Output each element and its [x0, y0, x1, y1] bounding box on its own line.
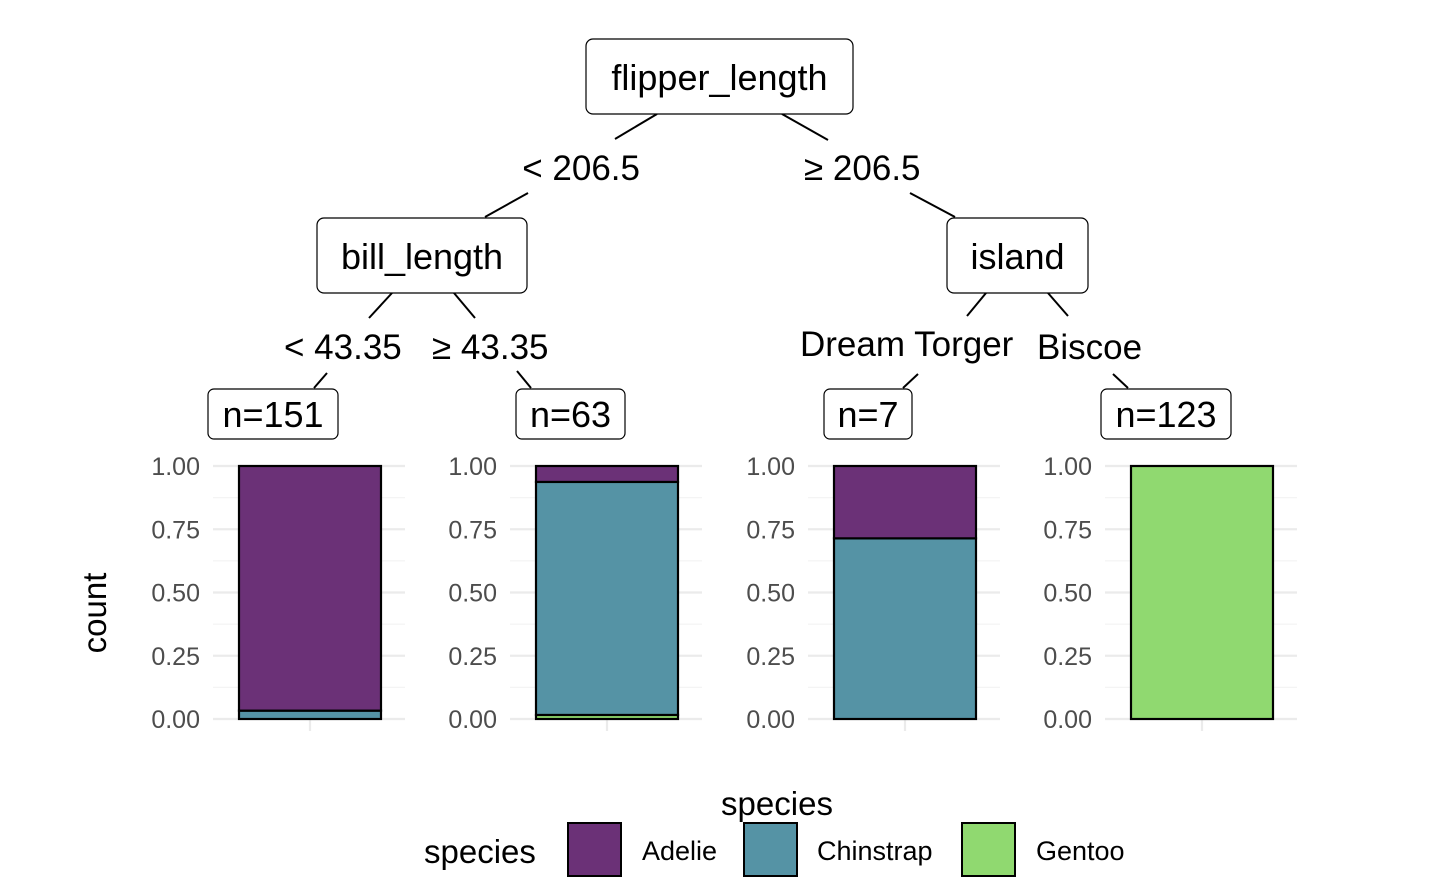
- y-tick-label-0.00: 0.00: [746, 706, 795, 734]
- edge-root-right-upper: [781, 113, 829, 141]
- legend-swatch-gentoo: [961, 822, 1016, 877]
- y-tick-label-1.00: 1.00: [746, 453, 795, 481]
- leaf-count-3-label: n=7: [837, 394, 898, 435]
- bill-length-node-label: bill_length: [341, 236, 503, 277]
- split-label-bill-less: < 43.35: [284, 328, 402, 367]
- edge-bill-left-lower: [313, 372, 328, 389]
- y-tick-label-0.75: 0.75: [746, 516, 795, 544]
- leaf-chart-4: 1.00 0.75 0.50 0.25 0.00: [1043, 453, 1297, 734]
- bar-segment-adelie: [832, 464, 978, 540]
- edge-root-left-lower: [484, 192, 529, 218]
- legend-swatch-adelie: [567, 822, 622, 877]
- leaf-chart-3: 1.00 0.75 0.50 0.25 0.00: [746, 453, 1000, 734]
- y-tick-label-0.25: 0.25: [1043, 643, 1092, 671]
- bar-segment-chinstrap: [832, 537, 978, 721]
- y-tick-label-0.00: 0.00: [448, 706, 497, 734]
- leaf-count-1: n=151: [207, 388, 339, 440]
- leaf-count-2: n=63: [515, 388, 626, 440]
- bar-segment-adelie: [237, 464, 383, 712]
- leaf-chart-1: 1.00 0.75 0.50 0.25 0.00: [151, 453, 405, 734]
- bill-length-node: bill_length: [316, 217, 528, 294]
- edge-root-left-upper: [614, 113, 658, 140]
- legend-label-chinstrap: Chinstrap: [817, 836, 933, 866]
- edge-island-left-upper: [966, 292, 987, 317]
- legend-label-adelie: Adelie: [642, 836, 717, 866]
- split-label-flipper-less: < 206.5: [522, 149, 640, 188]
- y-tick-label-0.75: 0.75: [448, 516, 497, 544]
- root-node-label: flipper_length: [611, 57, 827, 98]
- legend-label-gentoo: Gentoo: [1036, 836, 1125, 866]
- legend-item-adelie: Adelie: [567, 822, 717, 877]
- y-tick-label-0.75: 0.75: [151, 516, 200, 544]
- leaf-count-4: n=123: [1100, 388, 1232, 440]
- leaf-count-4-label: n=123: [1115, 394, 1216, 435]
- edge-island-right-lower: [1112, 373, 1129, 389]
- edge-root-right-lower: [909, 192, 956, 218]
- split-label-island-dream-torgersen: Dream Torger: [800, 325, 1014, 364]
- y-tick-label-0.25: 0.25: [746, 643, 795, 671]
- legend-title: species: [424, 833, 536, 870]
- bar-segment-chinstrap: [534, 480, 680, 717]
- split-label-island-biscoe: Biscoe: [1037, 328, 1142, 367]
- leaf-chart-2: 1.00 0.75 0.50 0.25 0.00: [448, 453, 702, 734]
- bar-segment-gentoo: [1129, 464, 1275, 721]
- edge-island-left-lower: [902, 373, 919, 389]
- island-node: island: [946, 217, 1089, 294]
- leaf-count-3: n=7: [823, 388, 913, 440]
- y-tick-label-0.00: 0.00: [151, 706, 200, 734]
- y-tick-label-1.00: 1.00: [151, 453, 200, 481]
- tree-edges: [313, 113, 1129, 389]
- y-tick-label-1.00: 1.00: [448, 453, 497, 481]
- leaf-bar-charts: 1.00 0.75 0.50 0.25 0.00 1.00 0.75 0.50 0.25 0.00…: [151, 453, 1297, 734]
- y-tick-label-0.50: 0.50: [448, 580, 497, 608]
- edge-bill-right-lower: [516, 370, 532, 389]
- edge-island-right-upper: [1047, 292, 1069, 317]
- island-node-label: island: [970, 236, 1064, 277]
- y-tick-label-0.50: 0.50: [151, 580, 200, 608]
- leaf-count-2-label: n=63: [530, 394, 611, 435]
- y-tick-label-0.75: 0.75: [1043, 516, 1092, 544]
- y-tick-label-0.50: 0.50: [746, 580, 795, 608]
- y-tick-label-0.00: 0.00: [1043, 706, 1092, 734]
- bar-segment-adelie: [534, 464, 680, 484]
- legend: species Adelie Chinstrap Gentoo: [424, 822, 1125, 877]
- legend-item-gentoo: Gentoo: [961, 822, 1125, 877]
- root-node: flipper_length: [585, 38, 854, 115]
- y-tick-label-0.50: 0.50: [1043, 580, 1092, 608]
- y-tick-label-0.25: 0.25: [151, 643, 200, 671]
- split-label-bill-greater: ≥ 43.35: [432, 328, 549, 367]
- legend-top-title: species: [721, 785, 833, 822]
- leaf-count-1-label: n=151: [222, 394, 323, 435]
- y-tick-label-0.25: 0.25: [448, 643, 497, 671]
- edge-bill-right-upper: [453, 292, 476, 319]
- y-axis-title: count: [76, 573, 113, 654]
- legend-item-chinstrap: Chinstrap: [743, 822, 933, 877]
- edge-bill-left-upper: [368, 292, 393, 319]
- legend-swatch-chinstrap: [743, 822, 798, 877]
- split-label-flipper-greater: ≥ 206.5: [804, 149, 921, 188]
- y-tick-label-1.00: 1.00: [1043, 453, 1092, 481]
- bar-segment-chinstrap: [237, 709, 383, 721]
